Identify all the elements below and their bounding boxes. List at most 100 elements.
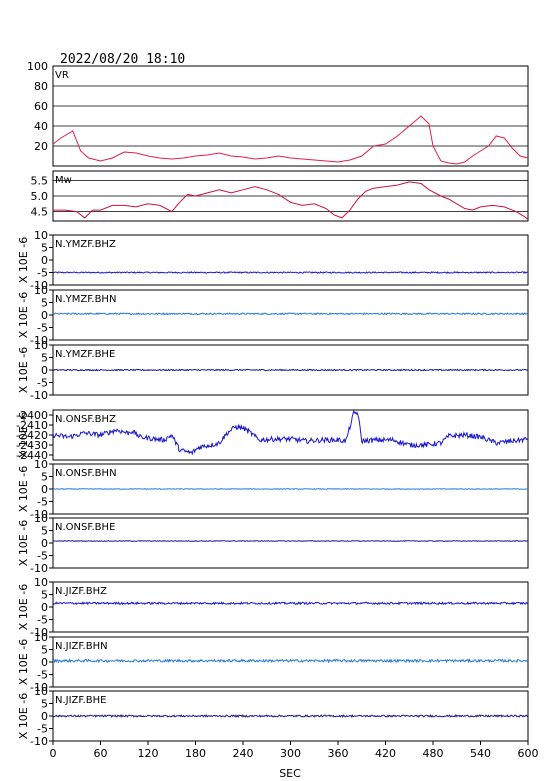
panel-label: N.JIZF.BHZ [55,586,107,597]
trace-onsf-bhn [52,488,529,490]
y-tick-label: 5 [41,297,48,310]
y-tick-label: -5 [37,723,48,736]
y-tick-label: 10 [34,576,48,589]
y-tick-label: -5 [37,614,48,627]
y-tick-label: -10 [30,626,48,639]
y-axis-label: X 10E -6 [17,639,30,685]
y-tick-label: -10 [30,389,48,402]
panel-vr: 20 40 60 80 100 VR [27,60,529,167]
y-tick-label: -10 [30,334,48,347]
y-tick-label: 4.5 [31,206,49,219]
y-tick-label: 0 [41,364,48,377]
y-tick-label: 0 [41,656,48,669]
y-tick-label: -5 [37,550,48,563]
panel-frame [52,234,529,286]
y-tick-label: 0 [41,537,48,550]
y-tick-label: 0 [41,254,48,267]
y-tick-label: 0 [41,483,48,496]
panel-label: N.ONSF.BHN [55,468,117,479]
y-axis-label: X 10E -6 [17,237,30,283]
panel-frame [52,581,529,633]
y-tick-label: -10 [30,279,48,292]
y-axis-label: X 10E -6 [17,693,30,739]
panel-frame [52,517,529,569]
panel-onsf-bhz: -2440-2430-2420-2410-2400 N.ONSF.BHZ X 10E… [16,409,529,462]
y-tick-label: 5.5 [31,174,49,187]
panel-frame [52,65,529,167]
x-tick-label: 480 [423,747,444,760]
panel-label: N.ONSF.BHE [55,522,115,533]
x-axis: 0 60 120 180 240 300 360 420 480 540 600 [50,741,539,760]
y-tick-label: 5 [41,242,48,255]
panel-label: N.YMZF.BHN [55,294,116,305]
panel-label: Mw [55,175,72,186]
y-tick-label: -10 [30,735,48,748]
trace-jizf-bhz [52,601,529,606]
y-tick-label: 80 [34,80,48,93]
y-tick-label: 5.0 [31,190,49,203]
panel-label: VR [55,70,69,81]
y-tick-label: -5 [37,496,48,509]
y-tick-label: 10 [34,458,48,471]
y-tick-label: 5 [41,525,48,538]
trace-onsf-bhe [52,540,528,542]
x-tick-label: 180 [185,747,206,760]
x-tick-label: 360 [328,747,349,760]
y-tick-label: 10 [34,631,48,644]
y-tick-label: 0 [41,601,48,614]
y-axis-label: X 10E -6 [17,466,30,512]
y-tick-label: -2420 [16,429,48,442]
panel-frame [52,636,529,688]
y-axis-label: X 10E -6 [17,292,30,338]
y-tick-label: -10 [30,681,48,694]
y-tick-label: 20 [34,140,48,153]
x-tick-label: 600 [518,747,539,760]
panel-label: N.YMZF.BHE [55,349,115,360]
y-tick-label: 5 [41,644,48,657]
y-axis-label: X 10E -6 [17,412,30,458]
trace-ymzf-bhn [52,312,529,316]
y-tick-label: 100 [27,60,48,73]
panel-label: N.JIZF.BHE [55,695,106,706]
trace-onsf-bhz [52,409,529,456]
y-tick-label: -2440 [16,449,48,462]
y-axis-label: X 10E -6 [17,520,30,566]
x-tick-label: 240 [233,747,254,760]
trace-mw [53,181,529,220]
y-tick-label: -5 [37,322,48,335]
y-tick-label: 5 [41,698,48,711]
y-tick-label: -10 [30,508,48,521]
panel-label: N.JIZF.BHN [55,641,108,652]
trace-ymzf-bhz [52,271,529,275]
y-tick-label: 60 [34,100,48,113]
x-tick-label: 540 [470,747,491,760]
y-tick-label: 10 [34,339,48,352]
y-axis-label: X 10E -6 [17,347,30,393]
y-tick-label: 40 [34,120,48,133]
panel-frame [52,289,529,341]
y-tick-label: -5 [37,669,48,682]
x-tick-label: 0 [50,747,57,760]
panel-label: N.YMZF.BHZ [55,239,116,250]
y-tick-label: 10 [34,685,48,698]
x-tick-label: 120 [138,747,159,760]
trace-jizf-bhn [52,658,529,664]
y-tick-label: 5 [41,352,48,365]
y-tick-label: -2410 [16,419,48,432]
x-tick-label: 60 [94,747,108,760]
y-tick-label: 5 [41,471,48,484]
figure-title: 2022/08/20 18:10 [60,52,185,67]
y-tick-label: -5 [37,267,48,280]
panel-mw: 4.5 5.0 5.5 Mw [31,170,529,222]
y-tick-label: -2400 [16,409,48,422]
y-axis-label: X 10E -6 [17,584,30,630]
y-tick-label: 10 [34,284,48,297]
y-tick-label: -10 [30,562,48,575]
y-tick-label: 10 [34,512,48,525]
